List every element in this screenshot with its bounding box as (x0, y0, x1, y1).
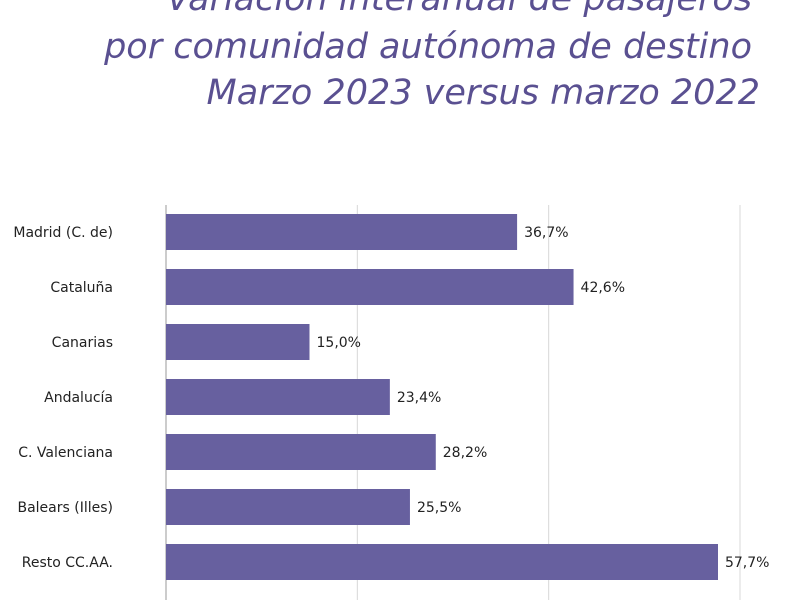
title-line-1: Variación interanual de pasajeros (166, 0, 752, 17)
bar (166, 269, 574, 305)
value-labels: 36,7% 42,6% 15,0% 23,4% 28,2% 25,5% 57,7% (317, 225, 770, 571)
category-label: C. Valenciana (18, 445, 113, 461)
bar (166, 214, 518, 250)
value-label: 25,5% (417, 500, 461, 516)
value-label: 57,7% (725, 555, 769, 571)
bar (166, 544, 718, 580)
category-label: Madrid (C. de) (13, 225, 113, 241)
bar (166, 324, 310, 360)
bar (166, 489, 410, 525)
bars (166, 214, 718, 580)
category-label: Balears (Illes) (17, 500, 113, 516)
chart-title: Variación interanual de pasajeros por co… (0, 0, 800, 130)
title-line-3: Marzo 2023 versus marzo 2022 (206, 73, 760, 113)
value-label: 42,6% (581, 280, 625, 296)
title-line-2: por comunidad autónoma de destino (104, 27, 752, 67)
bar (166, 379, 390, 415)
category-label: Cataluña (50, 280, 113, 296)
value-label: 15,0% (317, 335, 361, 351)
value-label: 28,2% (443, 445, 487, 461)
value-label: 23,4% (397, 390, 441, 406)
value-label: 36,7% (524, 225, 568, 241)
category-label: Canarias (52, 335, 113, 351)
category-label: Resto CC.AA. (22, 555, 113, 571)
category-labels: Madrid (C. de) Cataluña Canarias Andalucía C… (13, 225, 113, 571)
bar (166, 434, 436, 470)
category-label: Andalucía (44, 390, 113, 406)
